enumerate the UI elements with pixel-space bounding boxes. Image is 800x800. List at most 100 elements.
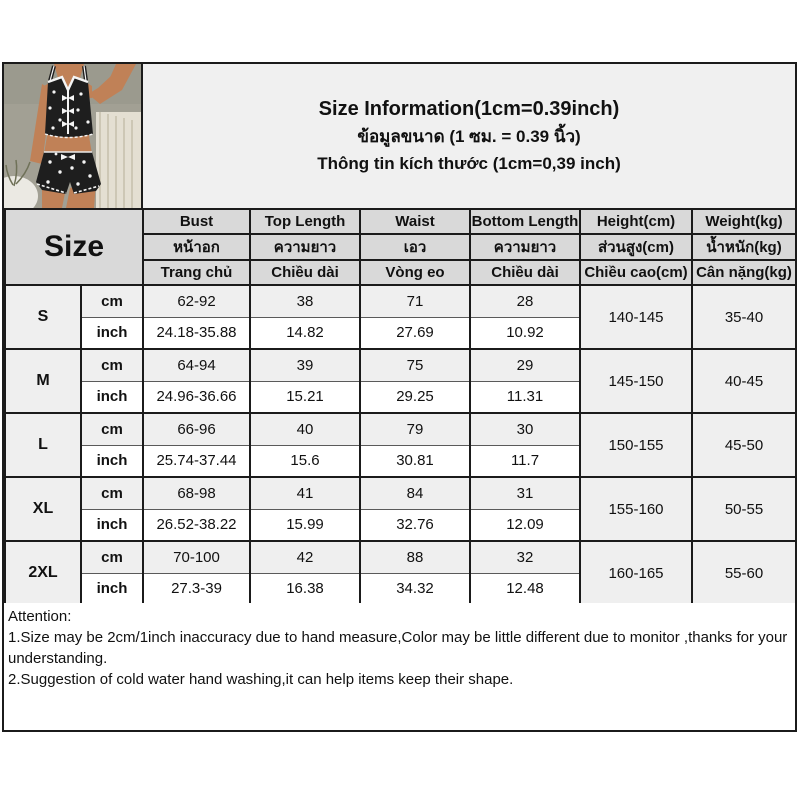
table-row-2xl-inch: inch 27.3-39 16.38 34.32 12.48 bbox=[5, 572, 796, 606]
cell-l-inch-bottom-length: 11.7 bbox=[469, 444, 581, 478]
col-header-weight-vi: Cân nặng(kg) bbox=[691, 259, 797, 286]
cell-2xl-inch-bottom-length: 12.48 bbox=[469, 572, 581, 606]
cell-xl-cm-top-length: 41 bbox=[249, 476, 361, 510]
cell-l-inch-waist: 30.81 bbox=[359, 444, 471, 478]
size-table: Size Bust Top Length Waist Bottom Length… bbox=[4, 208, 797, 606]
cell-m-inch-waist: 29.25 bbox=[359, 380, 471, 414]
cell-l-inch-top-length: 15.6 bbox=[249, 444, 361, 478]
cell-m-cm-bottom-length: 29 bbox=[469, 348, 581, 382]
cell-m-inch-top-length: 15.21 bbox=[249, 380, 361, 414]
col-header-height-vi: Chiều cao(cm) bbox=[579, 259, 693, 286]
cell-m-weight: 40-45 bbox=[691, 348, 797, 414]
col-header-bust-en: Bust bbox=[142, 208, 251, 235]
cell-s-cm-bottom-length: 28 bbox=[469, 284, 581, 318]
cell-s-inch-top-length: 14.82 bbox=[249, 316, 361, 350]
col-header-bottom-length-vi: Chiều dài bbox=[469, 259, 581, 286]
cell-m-cm-top-length: 39 bbox=[249, 348, 361, 382]
col-header-top-length-th: ความยาว bbox=[249, 233, 361, 261]
unit-inch: inch bbox=[80, 508, 144, 542]
cell-m-inch-bottom-length: 11.31 bbox=[469, 380, 581, 414]
cell-2xl-cm-bust: 70-100 bbox=[142, 540, 251, 574]
cell-l-cm-bottom-length: 30 bbox=[469, 412, 581, 446]
cell-l-cm-bust: 66-96 bbox=[142, 412, 251, 446]
attention-heading: Attention: bbox=[8, 608, 72, 625]
table-row-2xl-cm: 2XL cm 70-100 42 88 32 160-165 55-60 bbox=[4, 540, 797, 606]
cell-2xl-cm-top-length: 42 bbox=[249, 540, 361, 574]
unit-inch: inch bbox=[80, 316, 144, 350]
col-header-bust-vi: Trang chủ bbox=[142, 259, 251, 286]
attention-notes: Attention: 1.Size may be 2cm/1inch inacc… bbox=[4, 603, 795, 730]
col-header-weight-th: น้ำหนัก(kg) bbox=[691, 233, 797, 261]
col-header-waist-vi: Vòng eo bbox=[359, 259, 471, 286]
title-banner: Size Information(1cm=0.39inch) ข้อมูลขนา… bbox=[143, 64, 795, 208]
cell-xl-inch-top-length: 15.99 bbox=[249, 508, 361, 542]
title-thai: ข้อมูลขนาด (1 ซม. = 0.39 นิ้ว) bbox=[357, 127, 581, 146]
unit-cm: cm bbox=[80, 540, 144, 574]
cell-xl-weight: 50-55 bbox=[691, 476, 797, 542]
table-row-l-cm: L cm 66-96 40 79 30 150-155 45-50 bbox=[4, 412, 797, 478]
size-corner-label: Size bbox=[4, 208, 144, 286]
cell-2xl-inch-bust: 27.3-39 bbox=[142, 572, 251, 606]
cell-l-cm-waist: 79 bbox=[359, 412, 471, 446]
cell-2xl-inch-top-length: 16.38 bbox=[249, 572, 361, 606]
table-row-m-cm: M cm 64-94 39 75 29 145-150 40-45 bbox=[4, 348, 797, 414]
title-english: Size Information(1cm=0.39inch) bbox=[318, 98, 620, 120]
cell-l-inch-bust: 25.74-37.44 bbox=[142, 444, 251, 478]
header-row-english: Size Bust Top Length Waist Bottom Length… bbox=[4, 208, 797, 286]
header-row-thai: หน้าอก ความยาว เอว ความยาว ส่วนสูง(cm) น… bbox=[5, 233, 797, 261]
col-header-top-length-en: Top Length bbox=[249, 208, 361, 235]
cell-2xl-height: 160-165 bbox=[579, 540, 693, 606]
pajama-set-illustration bbox=[4, 64, 141, 208]
cell-xl-cm-bottom-length: 31 bbox=[469, 476, 581, 510]
cell-s-inch-waist: 27.69 bbox=[359, 316, 471, 350]
cell-m-cm-bust: 64-94 bbox=[142, 348, 251, 382]
col-header-waist-th: เอว bbox=[359, 233, 471, 261]
table-row-s-cm: S cm 62-92 38 71 28 140-145 35-40 bbox=[4, 284, 797, 350]
unit-cm: cm bbox=[80, 476, 144, 510]
attention-note-1: 1.Size may be 2cm/1inch inaccuracy due t… bbox=[8, 629, 788, 667]
cell-l-height: 150-155 bbox=[579, 412, 693, 478]
header-row-vietnamese: Trang chủ Chiều dài Vòng eo Chiều dài Ch… bbox=[5, 259, 797, 286]
cell-xl-inch-waist: 32.76 bbox=[359, 508, 471, 542]
cell-s-weight: 35-40 bbox=[691, 284, 797, 350]
cell-s-cm-top-length: 38 bbox=[249, 284, 361, 318]
size-label-2xl: 2XL bbox=[4, 540, 82, 606]
col-header-top-length-vi: Chiều dài bbox=[249, 259, 361, 286]
cell-xl-height: 155-160 bbox=[579, 476, 693, 542]
cell-s-inch-bust: 24.18-35.88 bbox=[142, 316, 251, 350]
cell-2xl-cm-bottom-length: 32 bbox=[469, 540, 581, 574]
col-header-height-th: ส่วนสูง(cm) bbox=[579, 233, 693, 261]
col-header-bottom-length-th: ความยาว bbox=[469, 233, 581, 261]
col-header-bottom-length-en: Bottom Length bbox=[469, 208, 581, 235]
size-label-m: M bbox=[4, 348, 82, 414]
unit-cm: cm bbox=[80, 412, 144, 446]
table-row-m-inch: inch 24.96-36.66 15.21 29.25 11.31 bbox=[5, 380, 796, 414]
size-label-s: S bbox=[4, 284, 82, 350]
table-row-s-inch: inch 24.18-35.88 14.82 27.69 10.92 bbox=[5, 316, 796, 350]
size-label-l: L bbox=[4, 412, 82, 478]
cell-xl-inch-bottom-length: 12.09 bbox=[469, 508, 581, 542]
cell-2xl-weight: 55-60 bbox=[691, 540, 797, 606]
cell-xl-cm-waist: 84 bbox=[359, 476, 471, 510]
cell-m-cm-waist: 75 bbox=[359, 348, 471, 382]
cell-s-height: 140-145 bbox=[579, 284, 693, 350]
cell-xl-cm-bust: 68-98 bbox=[142, 476, 251, 510]
col-header-waist-en: Waist bbox=[359, 208, 471, 235]
cell-l-weight: 45-50 bbox=[691, 412, 797, 478]
unit-cm: cm bbox=[80, 284, 144, 318]
unit-inch: inch bbox=[80, 444, 144, 478]
cell-s-cm-waist: 71 bbox=[359, 284, 471, 318]
unit-inch: inch bbox=[80, 572, 144, 606]
cell-l-cm-top-length: 40 bbox=[249, 412, 361, 446]
attention-note-2: 2.Suggestion of cold water hand washing,… bbox=[8, 671, 514, 688]
cell-s-cm-bust: 62-92 bbox=[142, 284, 251, 318]
unit-inch: inch bbox=[80, 380, 144, 414]
col-header-weight-en: Weight(kg) bbox=[691, 208, 797, 235]
cell-2xl-cm-waist: 88 bbox=[359, 540, 471, 574]
col-header-bust-th: หน้าอก bbox=[142, 233, 251, 261]
cell-2xl-inch-waist: 34.32 bbox=[359, 572, 471, 606]
table-row-l-inch: inch 25.74-37.44 15.6 30.81 11.7 bbox=[5, 444, 796, 478]
cell-s-inch-bottom-length: 10.92 bbox=[469, 316, 581, 350]
table-row-xl-cm: XL cm 68-98 41 84 31 155-160 50-55 bbox=[4, 476, 797, 542]
product-photo bbox=[4, 64, 143, 208]
